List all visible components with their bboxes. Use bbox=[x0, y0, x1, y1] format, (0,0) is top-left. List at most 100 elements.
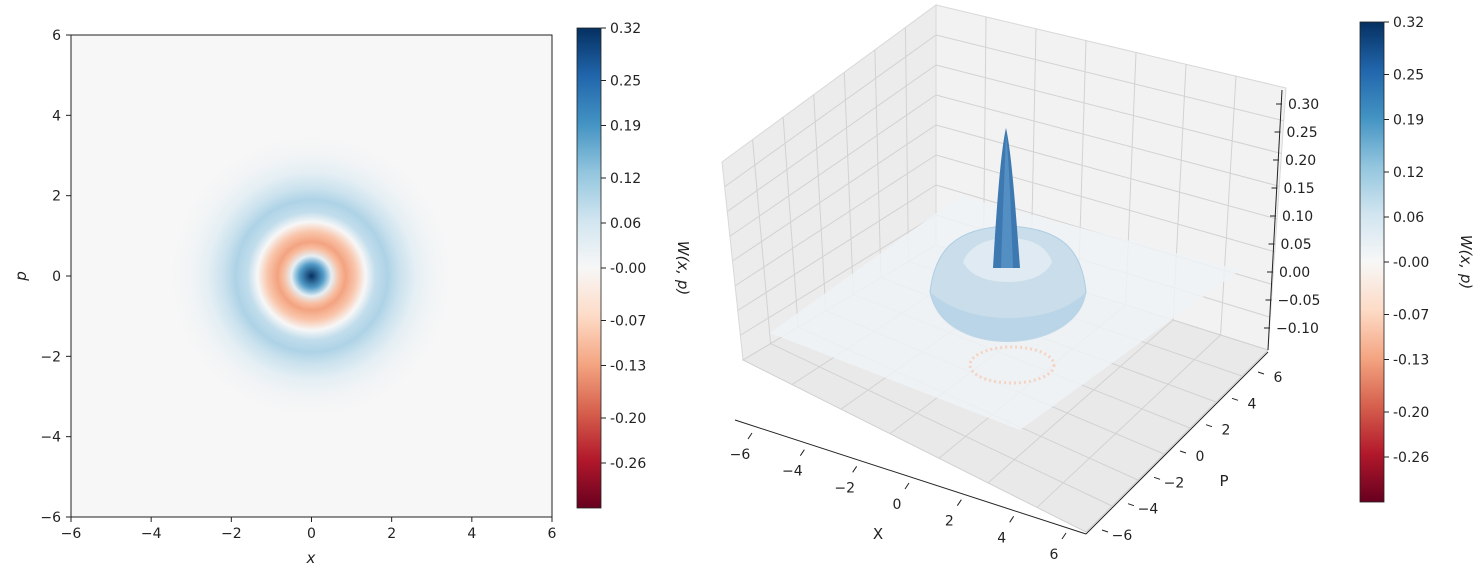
grid-line bbox=[935, 154, 1275, 253]
heatmap-y-tick-label: −2 bbox=[40, 349, 61, 365]
grid-line bbox=[726, 64, 937, 212]
grid-line bbox=[1036, 334, 1221, 508]
surface-x-tick-mark bbox=[799, 449, 805, 456]
surface-x-tick-label: 0 bbox=[893, 497, 902, 513]
surface-x-tick-label: 4 bbox=[997, 530, 1006, 546]
colorbar-tick-label: -0.00 bbox=[1393, 255, 1429, 271]
colorbar-tick-label: -0.13 bbox=[1393, 353, 1429, 369]
z-tick-label: 0.00 bbox=[1279, 265, 1310, 281]
colorbar-tick-label: 0.19 bbox=[1393, 113, 1424, 129]
surface-p-tick-mark bbox=[1179, 450, 1187, 454]
colorbar-tick-label: -0.20 bbox=[1393, 405, 1429, 421]
colorbar-tick-label: 0.06 bbox=[1393, 210, 1424, 226]
z-axis-line bbox=[1267, 89, 1283, 351]
surface-x-ticks: −6 −4 −2 0 2 4 6 bbox=[730, 432, 1067, 563]
surface-p-ticks: −6 −4 −2 0 2 4 6 bbox=[1101, 370, 1283, 544]
heatmap-y-tick-label: 6 bbox=[52, 28, 61, 44]
z-tick-label: 0.05 bbox=[1281, 237, 1312, 253]
colorbar-tick-label: 0.12 bbox=[1393, 165, 1424, 181]
surface-x-tick-mark bbox=[747, 432, 753, 440]
surface-panel: 0.30 0.25 0.20 0.15 0.10 0.05 0.00 −0.05 −0.10 −… bbox=[721, 4, 1320, 563]
grid-line bbox=[737, 184, 937, 311]
heatmap-image bbox=[71, 35, 552, 517]
colorbar-tick-label: -0.07 bbox=[610, 314, 646, 330]
heatmap-y-ticks: −6 −4 −2 0 2 4 6 bbox=[40, 28, 71, 526]
grid-line bbox=[729, 94, 937, 237]
grid-line bbox=[724, 34, 937, 188]
heatmap-x-tick-label: −4 bbox=[141, 526, 162, 542]
surface-x-tick-label: −4 bbox=[782, 464, 803, 480]
p-axis-line bbox=[1085, 351, 1269, 535]
colorbar-tick-label: -0.20 bbox=[610, 411, 646, 427]
surface-ridge-front bbox=[930, 292, 1086, 342]
heatmap-panel: −6 −4 −2 0 2 4 6 −6 −4 −2 0 2 4 6 x p bbox=[12, 28, 557, 567]
grid-line bbox=[935, 64, 1282, 154]
surface-x-tick-label: −6 bbox=[730, 447, 751, 463]
colorbar-tick-label: 0.32 bbox=[1393, 15, 1424, 31]
surface-mesh bbox=[770, 128, 1240, 430]
heatmap-y-tick-label: −4 bbox=[40, 430, 61, 446]
colorbar-left-ticks: 0.32 0.25 0.19 0.12 0.06 -0.00 -0.07 -0.13 -0.20… bbox=[601, 21, 646, 472]
grid-line bbox=[770, 343, 1113, 507]
grid-line bbox=[935, 94, 1280, 187]
heatmap-x-ticks: −6 −4 −2 0 2 4 6 bbox=[61, 517, 557, 542]
colorbar-tick-label: -0.26 bbox=[610, 456, 646, 472]
heatmap-y-tick-label: −6 bbox=[40, 510, 61, 526]
heatmap-y-tick-label: 2 bbox=[52, 189, 61, 205]
colorbar-tick-label: 0.12 bbox=[610, 171, 641, 187]
surface-p-tick-mark bbox=[1153, 476, 1161, 480]
surface-p-label: P bbox=[1219, 472, 1228, 490]
colorbar-left-label: W(x, p) bbox=[674, 241, 692, 295]
surface-x-tick-mark bbox=[1009, 516, 1015, 523]
surface-p-tick-mark bbox=[1101, 529, 1109, 533]
grid-line bbox=[740, 214, 937, 336]
colorbar-right-label: W(x, p) bbox=[1457, 235, 1475, 289]
colorbar-left-gradient bbox=[576, 27, 602, 509]
z-tick-label: 0.30 bbox=[1288, 97, 1319, 113]
z-tick-label: 0.25 bbox=[1287, 125, 1318, 141]
heatmap-y-tick-label: 4 bbox=[52, 108, 61, 124]
colorbar-tick-label: -0.07 bbox=[1393, 308, 1429, 324]
colorbar-right-ticks: 0.32 0.25 0.19 0.12 0.06 -0.00 -0.07 -0.13 -0.20… bbox=[1384, 15, 1429, 466]
z-axis-ticks: 0.30 0.25 0.20 0.15 0.10 0.05 0.00 −0.05 −0.10 bbox=[1264, 97, 1320, 337]
z-tick-label: 0.20 bbox=[1285, 153, 1316, 169]
grid-line bbox=[734, 154, 937, 287]
colorbar-right: 0.32 0.25 0.19 0.12 0.06 -0.00 -0.07 -0.13 -0.20… bbox=[1359, 15, 1475, 503]
z-tick-label: 0.10 bbox=[1282, 209, 1313, 225]
heatmap-x-label: x bbox=[306, 549, 316, 567]
colorbar-tick-label: 0.25 bbox=[610, 74, 641, 90]
colorbar-tick-label: 0.06 bbox=[610, 216, 641, 232]
surface-negative-ring-shadow bbox=[968, 345, 1056, 385]
surface-p-tick-label: −4 bbox=[1138, 502, 1159, 518]
grid-line bbox=[732, 124, 937, 262]
surface-p-tick-mark bbox=[1205, 424, 1213, 428]
colorbar-left: 0.32 0.25 0.19 0.12 0.06 -0.00 -0.07 -0.13 -0.20… bbox=[576, 21, 692, 509]
x-axis-line bbox=[734, 419, 1087, 535]
colorbar-tick-label: -0.13 bbox=[610, 359, 646, 375]
heatmap-x-tick-label: −6 bbox=[61, 526, 82, 542]
z-tick-label: 0.15 bbox=[1284, 181, 1315, 197]
surface-p-tick-label: −6 bbox=[1112, 528, 1133, 544]
surface-peak-highlight bbox=[1001, 134, 1013, 268]
colorbar-tick-label: -0.00 bbox=[610, 261, 646, 277]
heatmap-x-tick-label: −2 bbox=[221, 526, 242, 542]
surface-p-tick-label: −2 bbox=[1164, 475, 1185, 491]
heatmap-x-tick-label: 0 bbox=[307, 526, 316, 542]
surface-p-tick-label: 6 bbox=[1274, 370, 1283, 386]
surface-p-tick-mark bbox=[1127, 503, 1135, 507]
surface-x-tick-label: 2 bbox=[945, 514, 954, 530]
surface-p-tick-label: 4 bbox=[1248, 396, 1257, 412]
colorbar-tick-label: 0.25 bbox=[1393, 68, 1424, 84]
surface-x-tick-mark bbox=[904, 482, 910, 490]
z-tick-label: −0.05 bbox=[1278, 293, 1321, 309]
colorbar-tick-label: 0.19 bbox=[610, 119, 641, 135]
surface-x-tick-mark bbox=[956, 499, 962, 506]
heatmap-x-tick-label: 4 bbox=[467, 526, 476, 542]
surface-x-tick-label: 6 bbox=[1050, 547, 1059, 563]
surface-p-tick-label: 0 bbox=[1196, 449, 1205, 465]
surface-x-label: X bbox=[873, 525, 883, 543]
heatmap-x-tick-label: 6 bbox=[548, 526, 557, 542]
heatmap-y-tick-label: 0 bbox=[52, 269, 61, 285]
colorbar-tick-label: 0.32 bbox=[610, 21, 641, 37]
